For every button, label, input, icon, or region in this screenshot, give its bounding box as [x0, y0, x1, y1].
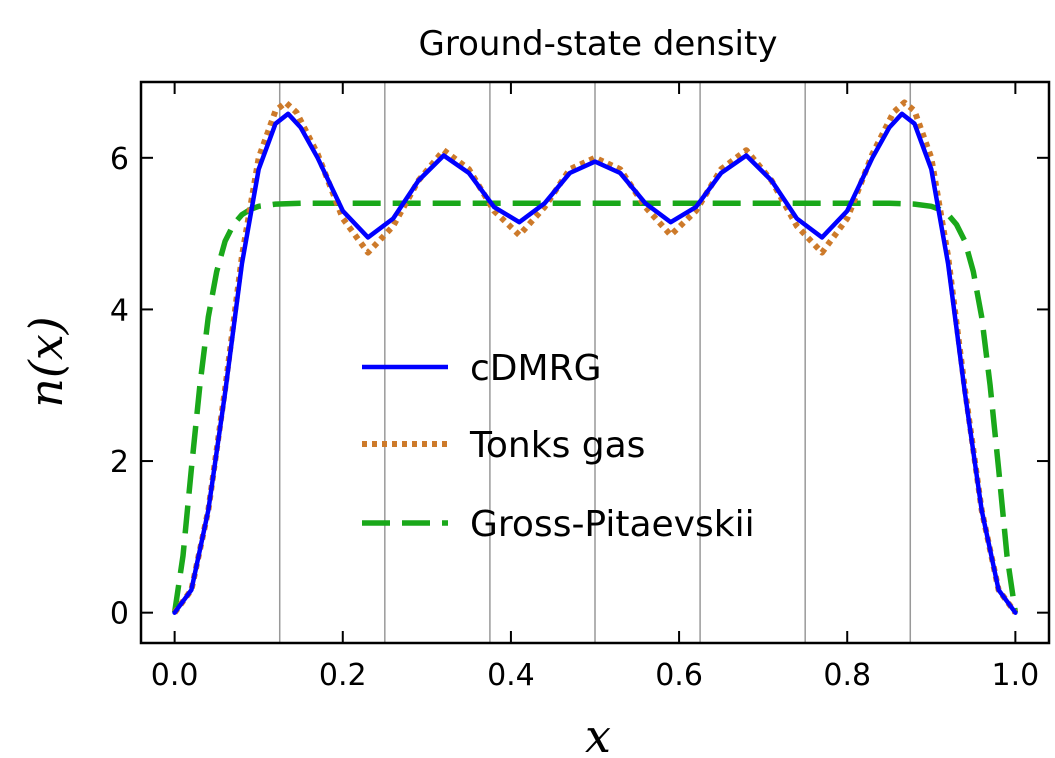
x-tick-label-5: 1.0 [992, 658, 1040, 693]
axis-ticks [141, 82, 1049, 643]
series-line-2 [171, 200, 1019, 614]
x-tick-label-2: 0.4 [487, 658, 535, 693]
plot-frame [139, 80, 1051, 645]
legend-label-2: Gross-Pitaevskii [470, 504, 755, 545]
chart-title: Ground-state density [419, 24, 778, 64]
y-tick-label-3: 6 [110, 142, 129, 177]
y-tick-label-1: 2 [110, 445, 129, 480]
series-line-0 [172, 111, 1018, 615]
x-tick-label-4: 0.8 [823, 658, 871, 693]
gridlines [278, 82, 912, 643]
series-line-1 [172, 99, 1018, 615]
y-tick-label-2: 4 [110, 293, 129, 328]
legend-label-1: Tonks gas [469, 425, 645, 466]
y-axis-label: n(x) [19, 316, 73, 407]
legend-label-0: cDMRG [470, 348, 601, 389]
x-axis-label: x [585, 709, 611, 758]
legend: cDMRG Tonks gas Gross-Pitaevskii [362, 348, 755, 545]
x-tick-label-3: 0.6 [655, 658, 703, 693]
plot-area [139, 80, 1051, 645]
y-tick-label-0: 0 [110, 597, 129, 632]
x-tick-label-1: 0.2 [319, 658, 367, 693]
series-lines [171, 99, 1019, 615]
x-tick-label-0: 0.0 [151, 658, 199, 693]
tick-labels: 0.0 0.2 0.4 0.6 0.8 1.0 0 2 4 6 [110, 142, 1039, 693]
